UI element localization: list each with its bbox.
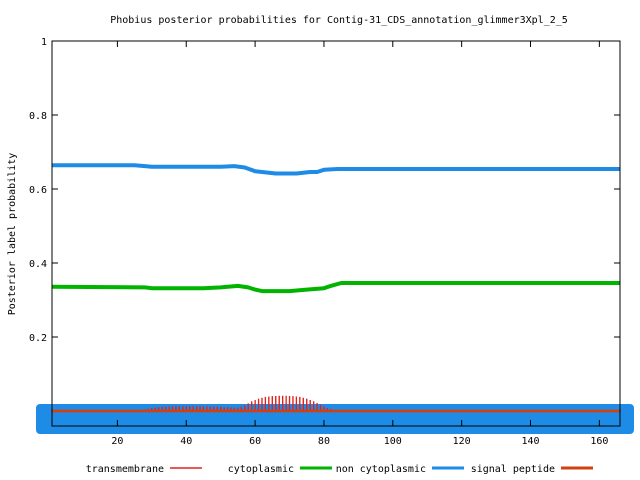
non-cytoplasmic-baseline-band — [36, 404, 634, 434]
x-tick-label: 40 — [180, 436, 192, 447]
cytoplasmic-line — [51, 281, 620, 294]
x-tick-label: 160 — [590, 436, 608, 447]
x-tick-label: 20 — [111, 436, 123, 447]
x-tick-label: 60 — [249, 436, 261, 447]
legend-label-signal-peptide: signal peptide — [471, 464, 555, 475]
x-tick-label: 100 — [384, 436, 402, 447]
y-tick-label: 0.4 — [29, 259, 47, 270]
y-tick-label: 0.2 — [29, 333, 47, 344]
legend-label-cytoplasmic: cytoplasmic — [228, 464, 294, 475]
chart-title: Phobius posterior probabilities for Cont… — [110, 15, 568, 26]
legend-label-non-cytoplasmic: non cytoplasmic — [336, 464, 426, 475]
plot-frame — [51, 40, 621, 427]
x-tick-label: 80 — [318, 436, 330, 447]
legend: transmembrane cytoplasmic non cytoplasmic s… — [86, 464, 593, 475]
plot-area — [36, 163, 634, 434]
y-axis-label: Posterior label probability — [7, 153, 18, 316]
y-tick-label: 0.6 — [29, 185, 47, 196]
y-tick-label: 1 — [41, 37, 47, 48]
x-tick-label: 140 — [521, 436, 539, 447]
non-cytoplasmic-line — [52, 163, 620, 176]
y-tick-label: 0.8 — [29, 111, 47, 122]
x-tick-label: 120 — [453, 436, 471, 447]
legend-label-transmembrane: transmembrane — [86, 464, 164, 475]
